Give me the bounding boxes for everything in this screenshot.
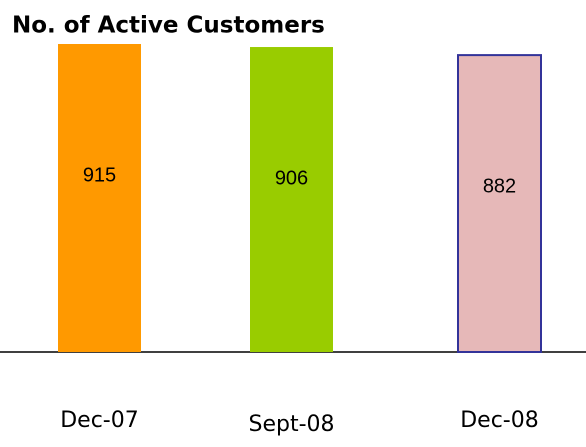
bar	[457, 54, 542, 354]
value-label: 915	[83, 164, 116, 186]
value-label: 906	[275, 167, 308, 189]
bar	[250, 47, 333, 352]
x-tick-label: Sept-08	[248, 412, 334, 437]
bar	[58, 44, 141, 352]
chart-title: No. of Active Customers	[12, 13, 325, 39]
x-tick-label: Dec-08	[460, 408, 539, 433]
x-tick-label: Dec-07	[60, 408, 139, 433]
value-label: 882	[483, 175, 516, 197]
